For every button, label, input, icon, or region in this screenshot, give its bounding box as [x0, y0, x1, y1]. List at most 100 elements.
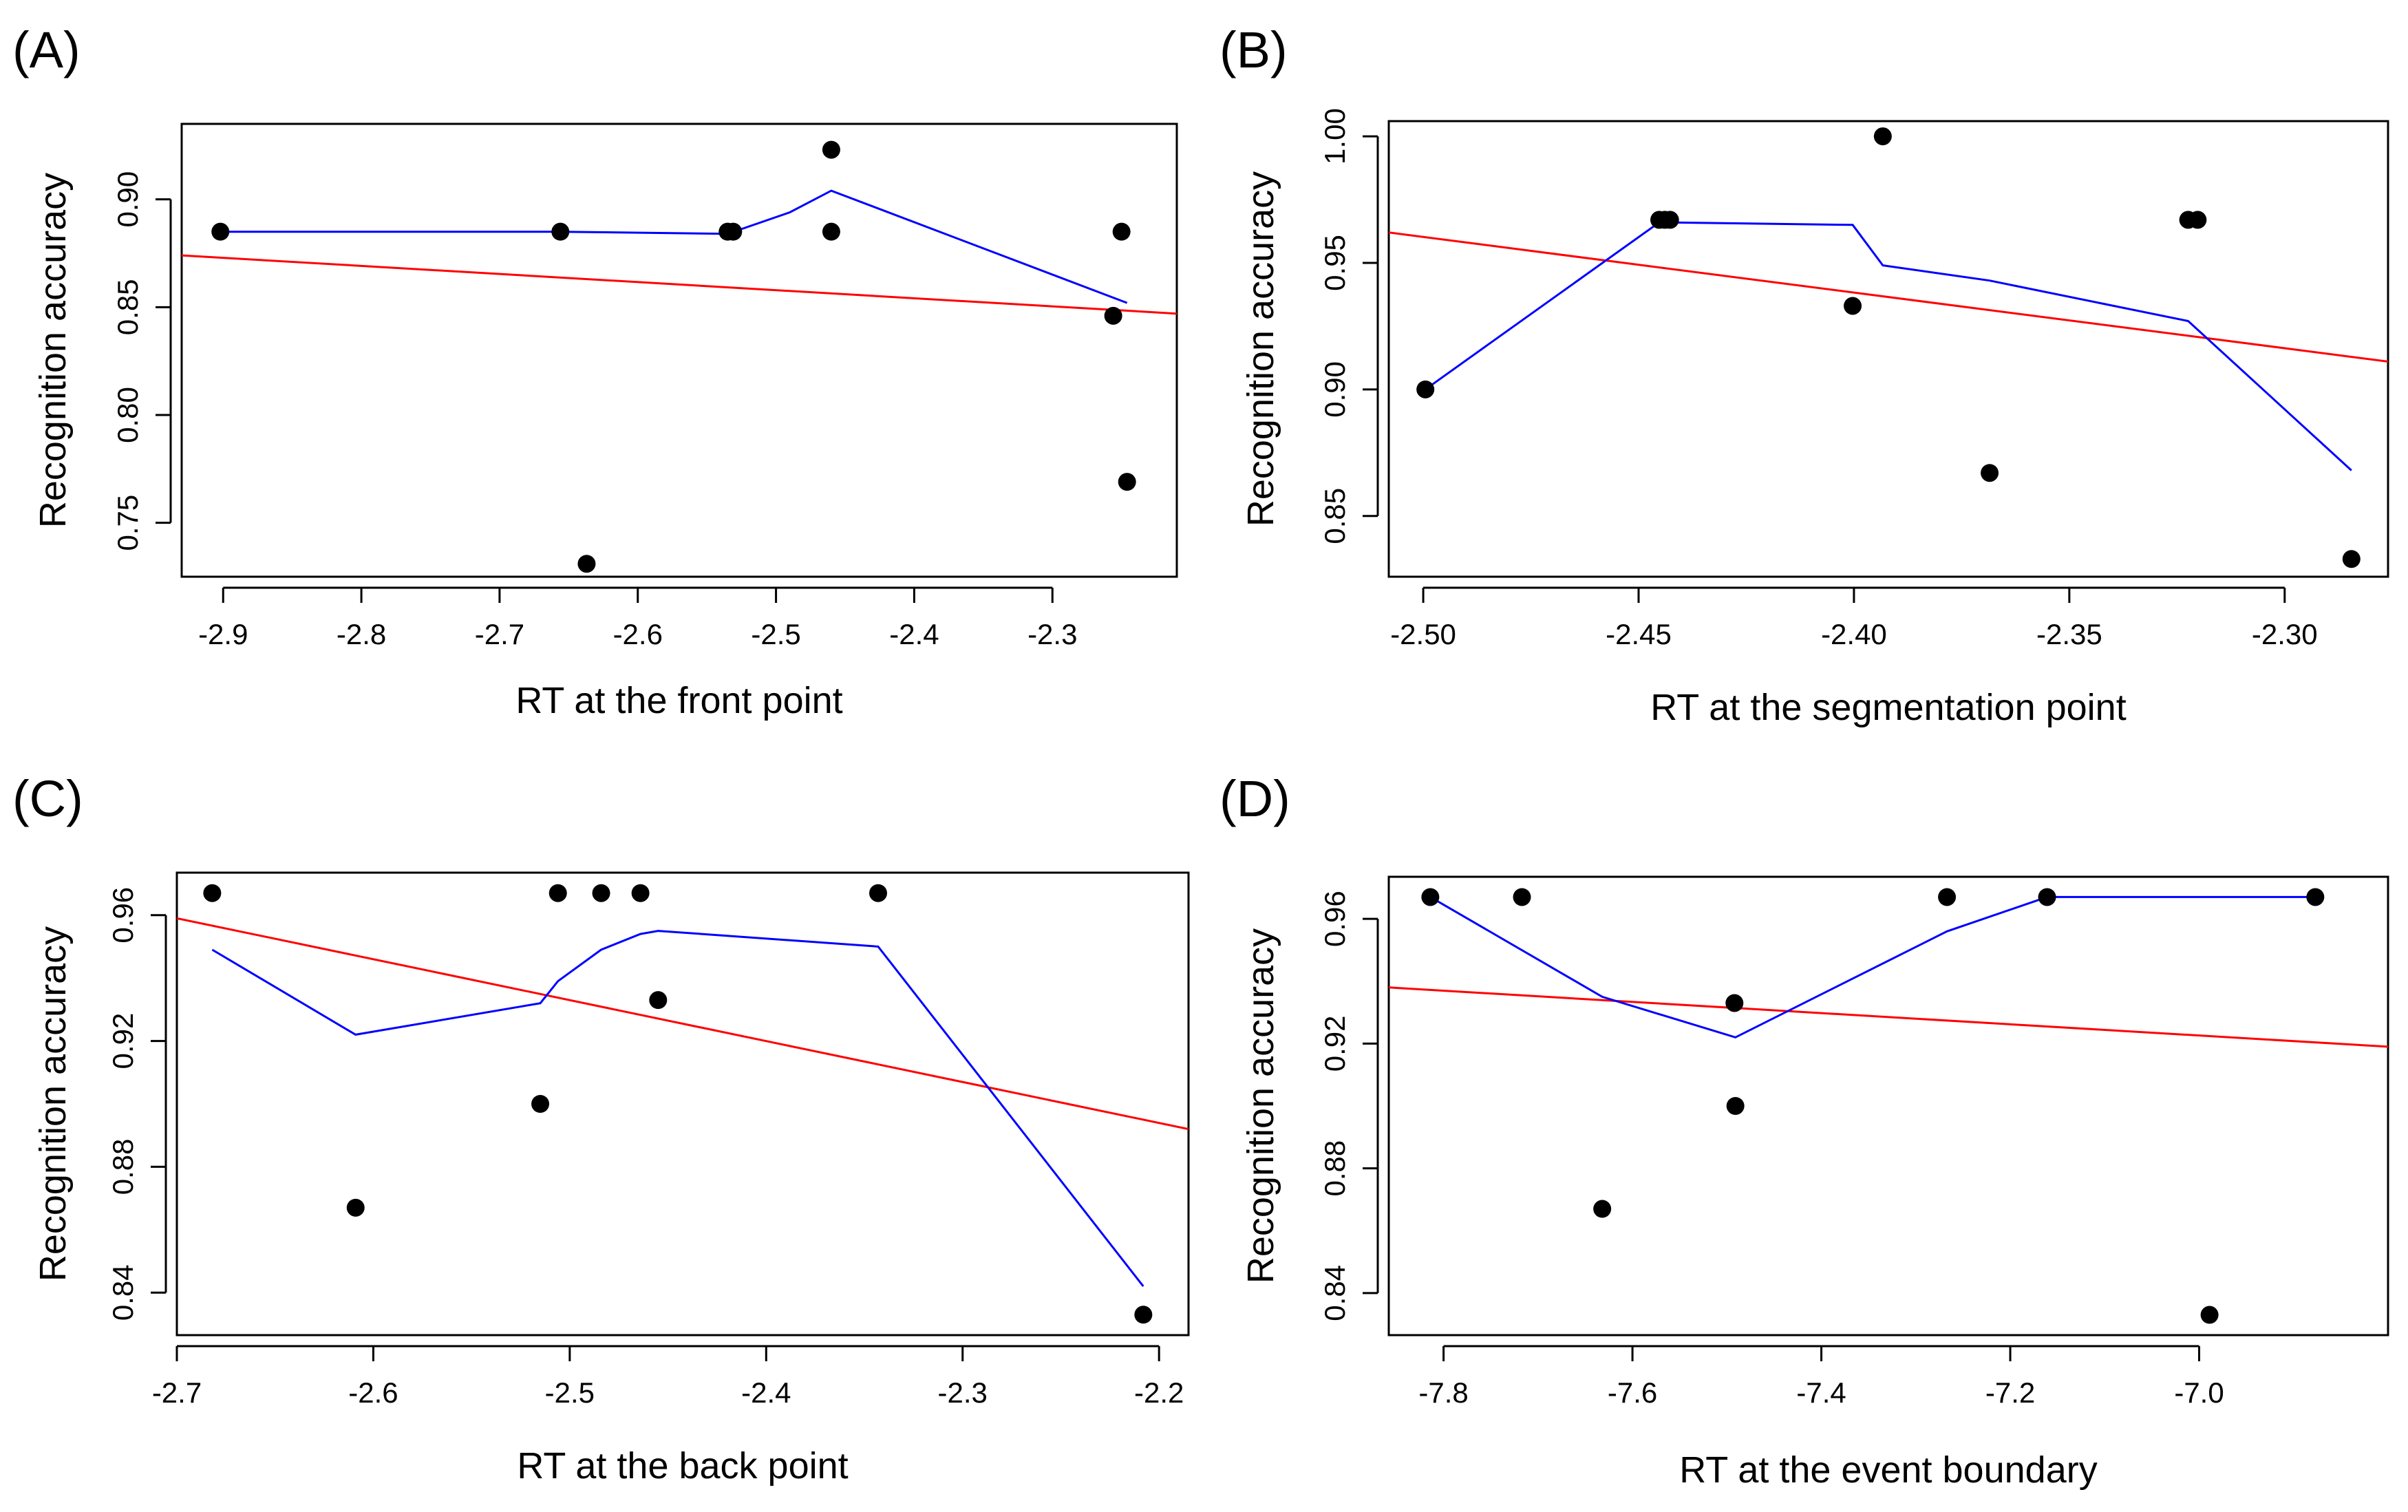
data-point: [1726, 1097, 1745, 1115]
x-tick-label: -2.8: [337, 618, 386, 650]
panel-label: (B): [1219, 21, 1288, 78]
data-point: [1661, 211, 1679, 229]
panel-label: (D): [1219, 770, 1290, 827]
panel-a: (A) -2.9 -2.8 -2.7 -2.6 -2.5 -2.4 -2.3 0.75 0.80 0…: [12, 21, 1178, 721]
data-point: [1513, 888, 1531, 906]
y-axis-title: Recognition accuracy: [1240, 171, 1281, 526]
x-tick-label: -2.4: [741, 1376, 791, 1409]
y-axis-title: Recognition accuracy: [1240, 928, 1281, 1284]
y-tick-label: 0.85: [1319, 488, 1351, 544]
plot-frame: [1387, 120, 2389, 578]
data-point: [2038, 888, 2056, 906]
y-tick-label: 0.95: [1319, 235, 1351, 291]
data-point: [2342, 550, 2361, 568]
panel-b: (B) -2.50 -2.45 -2.40 -2.35 -2.30 0.85 0.90 0.95…: [1219, 21, 2389, 728]
data-point: [1981, 464, 1999, 482]
x-tick-label: -2.6: [613, 618, 663, 650]
data-point: [649, 991, 668, 1010]
data-point: [2188, 211, 2207, 229]
data-point: [203, 884, 222, 902]
x-axis-title: RT at the segmentation point: [1650, 687, 2126, 728]
x-tick-label: -2.5: [545, 1376, 595, 1409]
x-tick-label: -2.7: [475, 618, 524, 650]
y-tick-label: 0.92: [1319, 1016, 1351, 1072]
data-point: [1416, 380, 1435, 398]
smoother-line: [1429, 895, 2316, 1039]
plot-frame: [175, 871, 1190, 1337]
data-point: [346, 1198, 365, 1217]
data-point: [822, 222, 840, 241]
x-tick-label: -2.50: [1390, 618, 1456, 650]
data-point: [822, 140, 840, 159]
x-tick-label: -2.3: [1027, 618, 1077, 650]
panel-c: (C) -2.7 -2.6 -2.5 -2.4 -2.3 -2.2 0.84 0.88 0.92 0…: [12, 770, 1190, 1487]
x-axis-title: RT at the back point: [517, 1445, 848, 1487]
regression-line: [177, 917, 1189, 1131]
data-point: [1112, 222, 1131, 241]
x-tick-label: -2.6: [348, 1376, 398, 1409]
smoother-line: [220, 189, 1128, 304]
data-point: [1873, 127, 1892, 146]
y-tick-label: 0.90: [111, 171, 144, 228]
data-point: [1938, 888, 1957, 906]
data-point: [211, 222, 230, 241]
data-point: [869, 884, 888, 902]
y-tick-label: 0.96: [1319, 891, 1351, 947]
data-point: [551, 222, 570, 241]
data-point: [1844, 297, 1862, 315]
data-point: [2306, 888, 2325, 906]
y-tick-label: 0.90: [1319, 361, 1351, 418]
y-tick-label: 0.80: [111, 387, 144, 443]
x-tick-label: -7.8: [1418, 1376, 1468, 1409]
regression-line: [1389, 231, 2388, 363]
data-point: [2200, 1306, 2219, 1324]
y-tick-label: 0.85: [111, 279, 144, 335]
data-point: [531, 1095, 550, 1113]
plot-frame: [1387, 875, 2389, 1337]
panel-label: (C): [12, 770, 83, 827]
y-tick-label: 0.84: [107, 1264, 139, 1321]
data-point: [1593, 1200, 1612, 1218]
x-tick-label: -7.0: [2174, 1376, 2224, 1409]
x-axis-title: RT at the front point: [515, 680, 842, 721]
x-tick-label: -2.7: [152, 1376, 202, 1409]
data-point: [592, 884, 610, 902]
regression-line: [1389, 986, 2388, 1048]
smoother-line: [211, 930, 1144, 1288]
x-tick-label: -7.4: [1796, 1376, 1846, 1409]
y-tick-label: 0.96: [107, 887, 139, 944]
data-point: [1725, 994, 1744, 1012]
y-tick-label: 0.75: [111, 495, 144, 551]
data-point: [1421, 888, 1440, 906]
data-point: [1134, 1306, 1153, 1324]
regression-line: [182, 254, 1177, 315]
y-tick-label: 0.84: [1319, 1265, 1351, 1321]
x-tick-label: -2.30: [2252, 618, 2318, 650]
y-tick-label: 1.00: [1319, 108, 1351, 164]
x-tick-label: -7.2: [1985, 1376, 2035, 1409]
y-axis-title: Recognition accuracy: [32, 173, 74, 528]
plot-frame: [180, 123, 1178, 578]
x-tick-label: -2.4: [889, 618, 939, 650]
y-tick-label: 0.88: [1319, 1140, 1351, 1197]
smoother-line: [1425, 221, 2352, 471]
x-axis-title: RT at the event boundary: [1679, 1449, 2097, 1491]
data-point: [724, 222, 743, 241]
y-tick-label: 0.88: [107, 1139, 139, 1195]
y-tick-label: 0.92: [107, 1013, 139, 1069]
x-tick-label: -2.9: [198, 618, 248, 650]
x-tick-label: -7.6: [1608, 1376, 1657, 1409]
x-tick-label: -2.2: [1134, 1376, 1184, 1409]
x-tick-label: -2.45: [1606, 618, 1672, 650]
data-point: [1104, 306, 1122, 325]
x-tick-label: -2.3: [938, 1376, 988, 1409]
data-point: [1118, 473, 1136, 491]
data-point: [577, 555, 596, 573]
x-tick-label: -2.5: [751, 618, 800, 650]
data-point: [548, 884, 567, 902]
panel-label: (A): [12, 21, 81, 78]
panel-d: (D) -7.8 -7.6 -7.4 -7.2 -7.0 0.84 0.88 0.92 0.96 R…: [1219, 770, 2389, 1491]
y-axis-title: Recognition accuracy: [32, 926, 74, 1281]
x-tick-label: -2.40: [1821, 618, 1887, 650]
